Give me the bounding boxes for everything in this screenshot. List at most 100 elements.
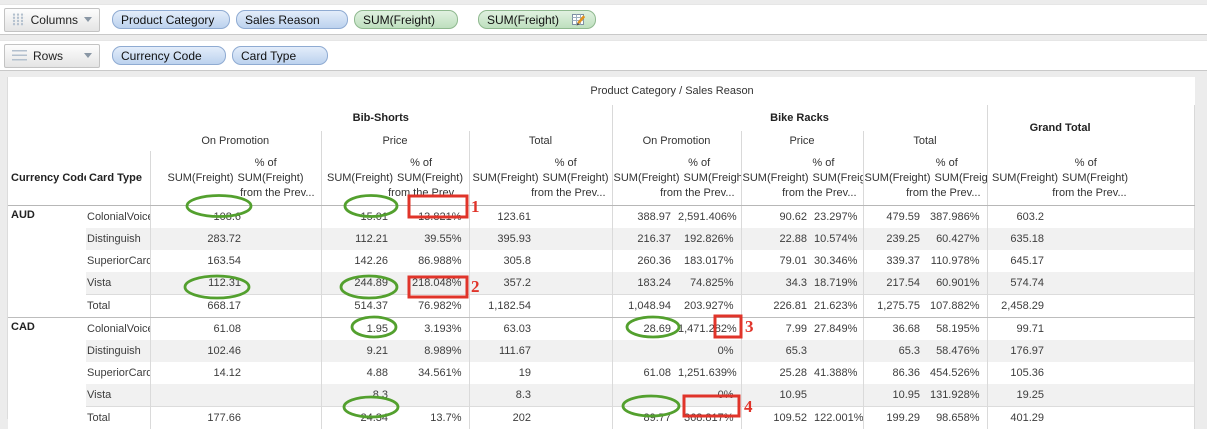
header-bike-on-promotion[interactable]: On Promotion xyxy=(611,131,741,151)
freight-sum-cell[interactable]: 635.18 xyxy=(987,228,1050,250)
pct-of-prev-cell[interactable]: 30.346% xyxy=(813,250,864,272)
header-bike-total[interactable]: Total xyxy=(862,131,987,151)
pct-of-prev-cell[interactable] xyxy=(1050,294,1195,318)
pill-currency-code[interactable]: Currency Code xyxy=(112,46,226,65)
pct-of-prev-cell[interactable] xyxy=(247,294,322,318)
pct-of-prev-cell[interactable] xyxy=(1050,250,1195,272)
pct-of-prev-cell[interactable]: 13.7% xyxy=(394,406,470,429)
pct-of-prev-cell[interactable] xyxy=(247,205,322,228)
freight-sum-cell[interactable]: 183.24 xyxy=(612,272,677,295)
pct-of-prev-cell[interactable]: 21.623% xyxy=(813,294,864,318)
pct-of-prev-cell[interactable] xyxy=(537,340,613,362)
freight-sum-cell[interactable]: 8.3 xyxy=(321,384,394,407)
pct-of-prev-cell[interactable] xyxy=(247,228,322,250)
header-bike-price[interactable]: Price xyxy=(740,131,863,151)
pct-of-prev-cell[interactable] xyxy=(1050,205,1195,228)
pct-of-prev-cell[interactable]: 454.526% xyxy=(926,362,988,384)
pct-of-prev-cell[interactable]: 1,471.282% xyxy=(677,317,742,340)
rows-shelf-button[interactable]: Rows xyxy=(4,43,100,68)
pct-of-prev-cell[interactable] xyxy=(813,340,864,362)
pct-of-prev-cell[interactable] xyxy=(537,317,613,340)
freight-sum-cell[interactable]: 79.01 xyxy=(779,255,807,267)
columns-shelf-button[interactable]: Columns xyxy=(4,7,100,32)
header-grand-total[interactable]: Grand Total xyxy=(986,105,1195,151)
freight-sum-cell[interactable]: 514.37 xyxy=(321,294,394,318)
pct-of-prev-cell[interactable] xyxy=(537,272,613,295)
pct-of-prev-cell[interactable] xyxy=(247,384,322,407)
freight-sum-cell[interactable]: 388.97 xyxy=(637,211,671,223)
freight-sum-cell[interactable]: 34.3 xyxy=(741,272,813,295)
header-bib-price[interactable]: Price xyxy=(320,131,469,151)
freight-sum-cell[interactable]: 15.01 xyxy=(360,211,388,223)
freight-sum-cell[interactable]: 63.03 xyxy=(503,323,531,335)
freight-sum-cell[interactable] xyxy=(612,340,677,362)
row-header-card-type[interactable]: Card Type xyxy=(86,151,150,206)
pct-of-prev-cell[interactable]: 8.989% xyxy=(394,340,470,362)
pct-of-prev-cell[interactable] xyxy=(247,272,322,295)
pct-of-prev-cell[interactable]: 1,251.639% xyxy=(677,362,742,384)
freight-sum-cell[interactable]: 1.95 xyxy=(366,323,388,335)
columns-dropdown-caret-icon[interactable] xyxy=(84,17,92,22)
freight-sum-cell[interactable]: 339.37 xyxy=(886,255,920,267)
pct-of-prev-cell[interactable]: 183.017% xyxy=(677,250,742,272)
measure-header[interactable]: % of SUM(Freight)SUM(Freight) from the P… xyxy=(320,151,469,206)
freight-sum-cell[interactable]: 24.34 xyxy=(321,406,394,429)
freight-sum-cell[interactable]: 260.36 xyxy=(637,255,671,267)
pct-of-prev-cell[interactable] xyxy=(537,250,613,272)
pct-of-prev-cell[interactable]: 98.658% xyxy=(926,406,988,429)
pct-of-prev-cell[interactable] xyxy=(1050,362,1195,384)
pct-of-prev-cell[interactable] xyxy=(247,340,322,362)
column-field-labels[interactable]: Product Category / Sales Reason xyxy=(590,85,754,97)
measure-header[interactable]: % of SUM(Freight)SUM(Freight) from the P… xyxy=(740,151,863,206)
card-type-cell[interactable]: Vista xyxy=(86,272,151,295)
pct-of-prev-cell[interactable] xyxy=(247,250,322,272)
freight-sum-cell[interactable]: 8.3 xyxy=(469,384,537,407)
currency-code-cell[interactable]: CAD xyxy=(8,317,86,429)
pill-sum-freight[interactable]: SUM(Freight) xyxy=(354,10,458,29)
freight-sum-cell[interactable]: 401.29 xyxy=(987,406,1050,429)
freight-sum-cell[interactable]: 4.88 xyxy=(366,367,388,379)
measure-header[interactable]: % of SUM(Freight)SUM(Freight) from the P… xyxy=(862,151,987,206)
pct-of-prev-cell[interactable] xyxy=(537,406,613,429)
pill-product-category[interactable]: Product Category xyxy=(112,10,230,29)
freight-sum-cell[interactable]: 226.81 xyxy=(741,294,813,318)
card-type-cell[interactable]: SuperiorCard xyxy=(86,362,151,384)
freight-sum-cell[interactable]: 163.54 xyxy=(207,255,241,267)
freight-sum-cell[interactable]: 574.74 xyxy=(987,272,1050,295)
freight-sum-cell[interactable]: 65.3 xyxy=(741,340,813,362)
freight-sum-cell[interactable]: 89.77 xyxy=(612,406,677,429)
freight-sum-cell[interactable] xyxy=(150,384,247,407)
freight-sum-cell[interactable]: 25.28 xyxy=(779,367,807,379)
pct-of-prev-cell[interactable]: 3.193% xyxy=(394,317,470,340)
measure-header[interactable]: % of SUM(Freight)SUM(Freight) from the P… xyxy=(986,151,1195,206)
pct-of-prev-cell[interactable] xyxy=(1050,272,1195,295)
pct-of-prev-cell[interactable]: 60.427% xyxy=(926,228,988,250)
pct-of-prev-cell[interactable]: 27.849% xyxy=(813,317,864,340)
freight-sum-cell[interactable]: 217.54 xyxy=(863,272,926,295)
header-bib-shorts[interactable]: Bib-Shorts xyxy=(352,112,409,124)
pct-of-prev-cell[interactable]: 86.988% xyxy=(394,250,470,272)
card-type-cell[interactable]: SuperiorCard xyxy=(86,250,151,272)
pct-of-prev-cell[interactable] xyxy=(537,205,613,228)
freight-sum-cell[interactable]: 305.8 xyxy=(503,255,531,267)
freight-sum-cell[interactable]: 90.62 xyxy=(779,211,807,223)
measure-header[interactable]: % of SUM(Freight)SUM(Freight) from the P… xyxy=(468,151,612,206)
freight-sum-cell[interactable]: 112.21 xyxy=(321,228,394,250)
pill-card-type[interactable]: Card Type xyxy=(232,46,328,65)
freight-sum-cell[interactable]: 1,275.75 xyxy=(863,294,926,318)
pct-of-prev-cell[interactable] xyxy=(394,384,470,407)
freight-sum-cell[interactable]: 86.36 xyxy=(892,367,920,379)
pct-of-prev-cell[interactable]: 10.574% xyxy=(813,228,864,250)
pct-of-prev-cell[interactable] xyxy=(1050,317,1195,340)
pct-of-prev-cell[interactable]: 34.561% xyxy=(394,362,470,384)
pct-of-prev-cell[interactable]: 131.928% xyxy=(926,384,988,407)
freight-sum-cell[interactable]: 108.6 xyxy=(213,211,241,223)
pct-of-prev-cell[interactable]: 0% xyxy=(677,340,742,362)
pct-of-prev-cell[interactable]: 18.719% xyxy=(813,272,864,295)
pct-of-prev-cell[interactable]: 60.901% xyxy=(926,272,988,295)
card-type-cell[interactable]: Total xyxy=(86,406,151,429)
freight-sum-cell[interactable]: 19.25 xyxy=(987,384,1050,407)
freight-sum-cell[interactable]: 10.95 xyxy=(863,384,926,407)
pct-of-prev-cell[interactable] xyxy=(247,317,322,340)
freight-sum-cell[interactable]: 479.59 xyxy=(886,211,920,223)
